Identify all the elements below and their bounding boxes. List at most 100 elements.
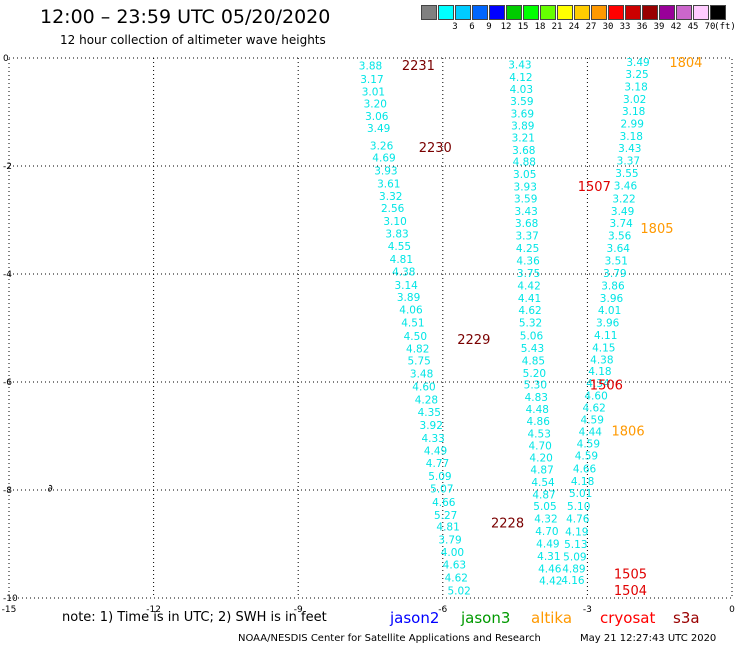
data-point-label: 5.10	[567, 501, 590, 513]
color-scale-label: 36	[636, 22, 648, 32]
data-point-label: 3.69	[511, 109, 534, 121]
data-point-label: 4.20	[529, 453, 552, 465]
data-point-label: 3.43	[514, 206, 537, 218]
data-point-label: 4.59	[575, 450, 598, 462]
data-point-label: 3.49	[611, 206, 634, 218]
data-point-label: 3.89	[511, 121, 534, 133]
y-tick-label: -6	[3, 378, 12, 388]
data-point-label: 4.41	[518, 293, 541, 305]
data-point-label: 3.25	[625, 69, 648, 81]
data-point-label: 4.87	[532, 489, 555, 501]
pass-number-label: 1507	[578, 180, 611, 195]
data-point-label: 4.81	[436, 522, 459, 534]
data-point-label: 4.54	[531, 477, 555, 489]
data-point-label: 3.86	[601, 280, 625, 292]
data-point-label: 4.50	[404, 331, 427, 343]
color-scale-label: 27	[585, 22, 597, 32]
data-point-label: 4.70	[535, 526, 558, 538]
color-scale-swatch	[710, 5, 726, 20]
color-scale-swatch	[455, 5, 471, 20]
data-point-label: 4.76	[566, 514, 590, 526]
data-point-label: 4.86	[527, 416, 551, 428]
data-point-label: 4.62	[445, 572, 468, 584]
color-scale-label: 15	[517, 22, 529, 32]
data-point-label: 4.35	[418, 407, 441, 419]
pass-number-label: 1504	[614, 584, 647, 599]
x-tick-label: -12	[146, 605, 161, 615]
data-point-label: 4.06	[399, 305, 423, 317]
data-point-label: 4.33	[421, 433, 444, 445]
data-point-label: 4.83	[525, 392, 548, 404]
credit-text: NOAA/NESDIS Center for Satellite Applica…	[238, 633, 541, 644]
data-point-label: 3.26	[370, 140, 394, 152]
y-tick-label: -2	[3, 162, 12, 172]
data-point-label: 3.37	[617, 156, 640, 168]
data-point-label: 4.16	[561, 575, 585, 587]
data-point-label: 4.18	[571, 476, 594, 488]
data-point-label: 3.37	[515, 231, 538, 243]
pass-number-label: 1506	[590, 379, 623, 394]
color-scale-swatch	[659, 5, 675, 20]
data-point-label: 4.85	[522, 355, 545, 367]
data-point-label: 4.01	[598, 305, 621, 317]
data-point-label: 4.62	[518, 305, 541, 317]
data-point-label: 4.77	[426, 458, 449, 470]
data-point-label: 3.21	[512, 132, 535, 144]
color-scale-label: 21	[551, 22, 563, 32]
data-point-label: 4.89	[562, 563, 585, 575]
data-point-label: 4.34	[586, 378, 610, 390]
data-point-label: 3.10	[383, 216, 406, 228]
data-point-label: 5.02	[447, 585, 470, 597]
data-point-label: 3.61	[377, 178, 400, 190]
color-scale-label: 18	[534, 22, 546, 32]
data-point-label: 5.01	[569, 488, 592, 500]
data-point-label: 4.66	[573, 463, 597, 475]
data-point-label: 5.13	[564, 539, 587, 551]
data-point-label: 5.09	[428, 471, 451, 483]
legend-item: cryosat	[600, 609, 656, 627]
data-point-label: 5.09	[563, 551, 586, 563]
data-point-label: 4.46	[538, 563, 562, 575]
color-scale-label: 33	[619, 22, 631, 32]
data-point-label: 3.79	[603, 268, 626, 280]
data-point-label: 4.62	[582, 402, 605, 414]
data-point-label: 3.68	[512, 145, 535, 157]
data-point-label: 3.92	[420, 420, 443, 432]
data-point-label: 3.20	[364, 98, 387, 110]
color-scale-swatch	[642, 5, 658, 20]
legend-item: altika	[531, 609, 573, 627]
data-point-label: 4.81	[390, 254, 413, 266]
color-scale-unit: (ft)	[714, 22, 736, 32]
data-point-label: 4.60	[584, 391, 607, 403]
color-scale-label: 12	[500, 22, 512, 32]
data-point-label: 3.17	[360, 74, 383, 86]
data-point-label: 5.30	[524, 380, 547, 392]
data-point-label: 3.18	[624, 82, 647, 94]
data-point-label: 4.49	[424, 446, 447, 458]
data-point-label: 4.42	[539, 576, 562, 588]
data-point-label: 3.05	[513, 169, 536, 181]
data-point-label: 3.49	[626, 57, 649, 69]
data-point-label: 3.43	[508, 59, 531, 71]
data-point-label: 3.75	[517, 268, 540, 280]
color-scale-swatch	[523, 5, 539, 20]
data-point-label: 5.75	[407, 355, 430, 367]
data-point-label: 4.88	[513, 157, 536, 169]
data-point-label: 4.12	[509, 72, 532, 84]
data-point-label: 4.03	[510, 84, 533, 96]
data-point-label: 3.06	[365, 111, 389, 123]
color-scale-swatch	[421, 5, 437, 20]
x-tick-label: -6	[438, 605, 447, 615]
data-point-label: 3.51	[605, 256, 628, 268]
data-point-label: 5.20	[523, 368, 546, 380]
data-point-label: 3.32	[379, 191, 402, 203]
data-point-label: 3.48	[410, 368, 433, 380]
x-tick-label: 0	[729, 605, 735, 615]
data-point-label: 2.56	[381, 203, 405, 215]
data-point-label: 3.59	[514, 193, 537, 205]
data-point-label: 4.32	[534, 514, 557, 526]
data-point-label: 5.32	[519, 318, 542, 330]
pass-number-label: 2231	[402, 59, 435, 74]
y-tick-label: -4	[3, 270, 12, 280]
